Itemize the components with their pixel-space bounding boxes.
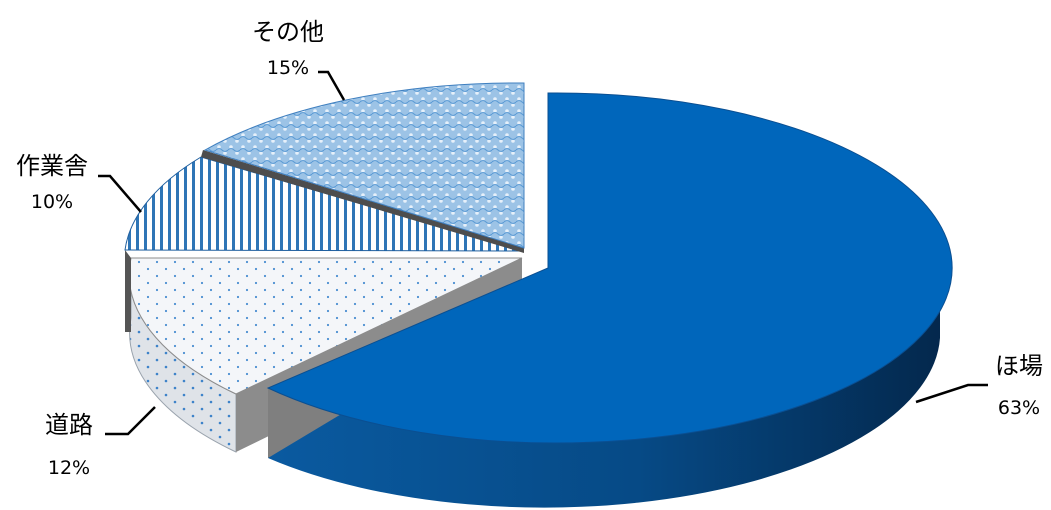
leader-line-sagyousha	[98, 174, 142, 213]
leader-line-sonota	[318, 70, 346, 101]
slice-top-sonota	[203, 82, 525, 249]
label-pct-douro: 12%	[48, 457, 90, 479]
label-name-hojou: ほ場	[995, 352, 1043, 380]
label-name-douro: 道路	[45, 411, 93, 439]
slice-group-main	[266, 92, 953, 508]
slice-inner-sagyousha	[125, 250, 131, 332]
label-name-sonota: その他	[252, 18, 324, 46]
label-pct-hojou: 63%	[998, 397, 1040, 419]
label-pct-sonota: 15%	[267, 57, 309, 79]
slice-labels: ほ場 63% 道路 12% 作業舎 10% その他 15%	[16, 18, 1043, 479]
slice-edge-sonota	[201, 150, 524, 253]
label-name-sagyousha: 作業舎	[16, 152, 88, 180]
slice-top-hojou	[266, 92, 953, 444]
slice-top-sagyousha	[124, 156, 523, 252]
label-pct-sagyousha: 10%	[31, 191, 73, 213]
leader-line-douro	[105, 406, 156, 436]
slice-side-hojou	[268, 268, 940, 508]
leader-line-hojou	[915, 383, 988, 404]
leader-lines	[98, 70, 988, 436]
